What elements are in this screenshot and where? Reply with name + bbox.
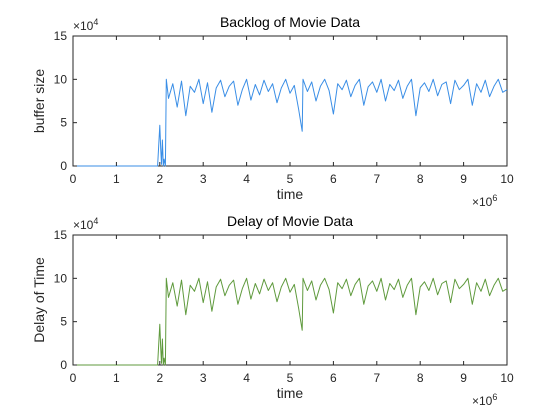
x-tick-label: 1 <box>113 172 120 186</box>
x-tick-label: 4 <box>243 371 250 385</box>
y-tick-label: 5 <box>60 116 67 130</box>
y-axis-label: Delay of Time <box>31 257 47 343</box>
x-axis-label: time <box>277 186 304 202</box>
x-tick-label: 2 <box>156 172 163 186</box>
y-tick-label: 15 <box>54 228 68 242</box>
x-axis-exponent: ×106 <box>472 392 497 408</box>
x-tick-label: 4 <box>243 172 250 186</box>
y-axis-label: buffer size <box>31 69 47 134</box>
x-tick-label: 3 <box>200 172 207 186</box>
x-exponent-power: 6 <box>492 392 497 402</box>
x-tick-label: 10 <box>500 371 514 385</box>
x-axis-exponent: ×106 <box>472 193 497 209</box>
x-tick-label: 9 <box>460 371 467 385</box>
x-tick-label: 3 <box>200 371 207 385</box>
chart-panel-1: 0 1 2 3 4 5 6 7 8 9 10 0 5 10 15 Backlog of Movie Data t… <box>31 14 514 209</box>
plot-area <box>72 35 508 167</box>
y-exponent-power: 4 <box>93 216 98 226</box>
y-axis-exponent: ×104 <box>73 17 98 33</box>
chart-panel-2: 0 1 2 3 4 5 6 7 8 9 10 0 5 10 15 Delay of Movie Data tim… <box>31 213 514 408</box>
data-series-line <box>73 277 508 366</box>
y-tick-label: 15 <box>54 29 68 43</box>
x-tick-label: 8 <box>417 172 424 186</box>
y-axis-exponent: ×104 <box>73 216 98 232</box>
x-tick-label: 1 <box>113 371 120 385</box>
y-exponent-base: ×10 <box>73 218 94 232</box>
plot-area <box>72 234 508 366</box>
x-tick-label: 5 <box>287 371 294 385</box>
y-exponent-power: 4 <box>93 17 98 27</box>
chart-title: Delay of Movie Data <box>227 213 353 229</box>
x-tick-label: 8 <box>417 371 424 385</box>
x-exponent-base: ×10 <box>472 195 493 209</box>
x-tick-label: 0 <box>70 371 77 385</box>
x-tick-label: 9 <box>460 172 467 186</box>
y-exponent-base: ×10 <box>73 19 94 33</box>
x-axis-label: time <box>277 385 304 401</box>
y-tick-label: 5 <box>60 315 67 329</box>
x-tick-label: 5 <box>287 172 294 186</box>
y-tick-label: 10 <box>54 72 68 86</box>
chart-title: Backlog of Movie Data <box>220 14 360 30</box>
data-series-line <box>73 78 508 167</box>
x-tick-label: 7 <box>373 371 380 385</box>
x-tick-label: 0 <box>70 172 77 186</box>
x-exponent-base: ×10 <box>472 394 493 408</box>
x-tick-label: 6 <box>330 371 337 385</box>
x-tick-label: 6 <box>330 172 337 186</box>
x-tick-label: 10 <box>500 172 514 186</box>
x-tick-label: 7 <box>373 172 380 186</box>
x-tick-label: 2 <box>156 371 163 385</box>
x-exponent-power: 6 <box>492 193 497 203</box>
y-tick-label: 10 <box>54 271 68 285</box>
y-tick-label: 0 <box>60 159 67 173</box>
y-tick-label: 0 <box>60 358 67 372</box>
